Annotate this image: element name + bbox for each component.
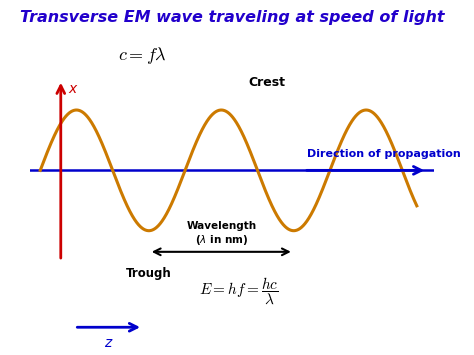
Text: $z$: $z$ [104, 336, 113, 350]
Text: $c = f\lambda$: $c = f\lambda$ [118, 45, 167, 66]
Text: Wavelength
($\lambda$ in nm): Wavelength ($\lambda$ in nm) [186, 221, 256, 247]
Text: Trough: Trough [126, 267, 172, 280]
Text: $x$: $x$ [68, 82, 78, 96]
Text: Transverse EM wave traveling at speed of light: Transverse EM wave traveling at speed of… [20, 10, 444, 26]
Text: Crest: Crest [249, 76, 286, 89]
Text: Direction of propagation: Direction of propagation [308, 149, 461, 159]
Text: $E = hf = \dfrac{hc}{\lambda}$: $E = hf = \dfrac{hc}{\lambda}$ [199, 275, 278, 307]
